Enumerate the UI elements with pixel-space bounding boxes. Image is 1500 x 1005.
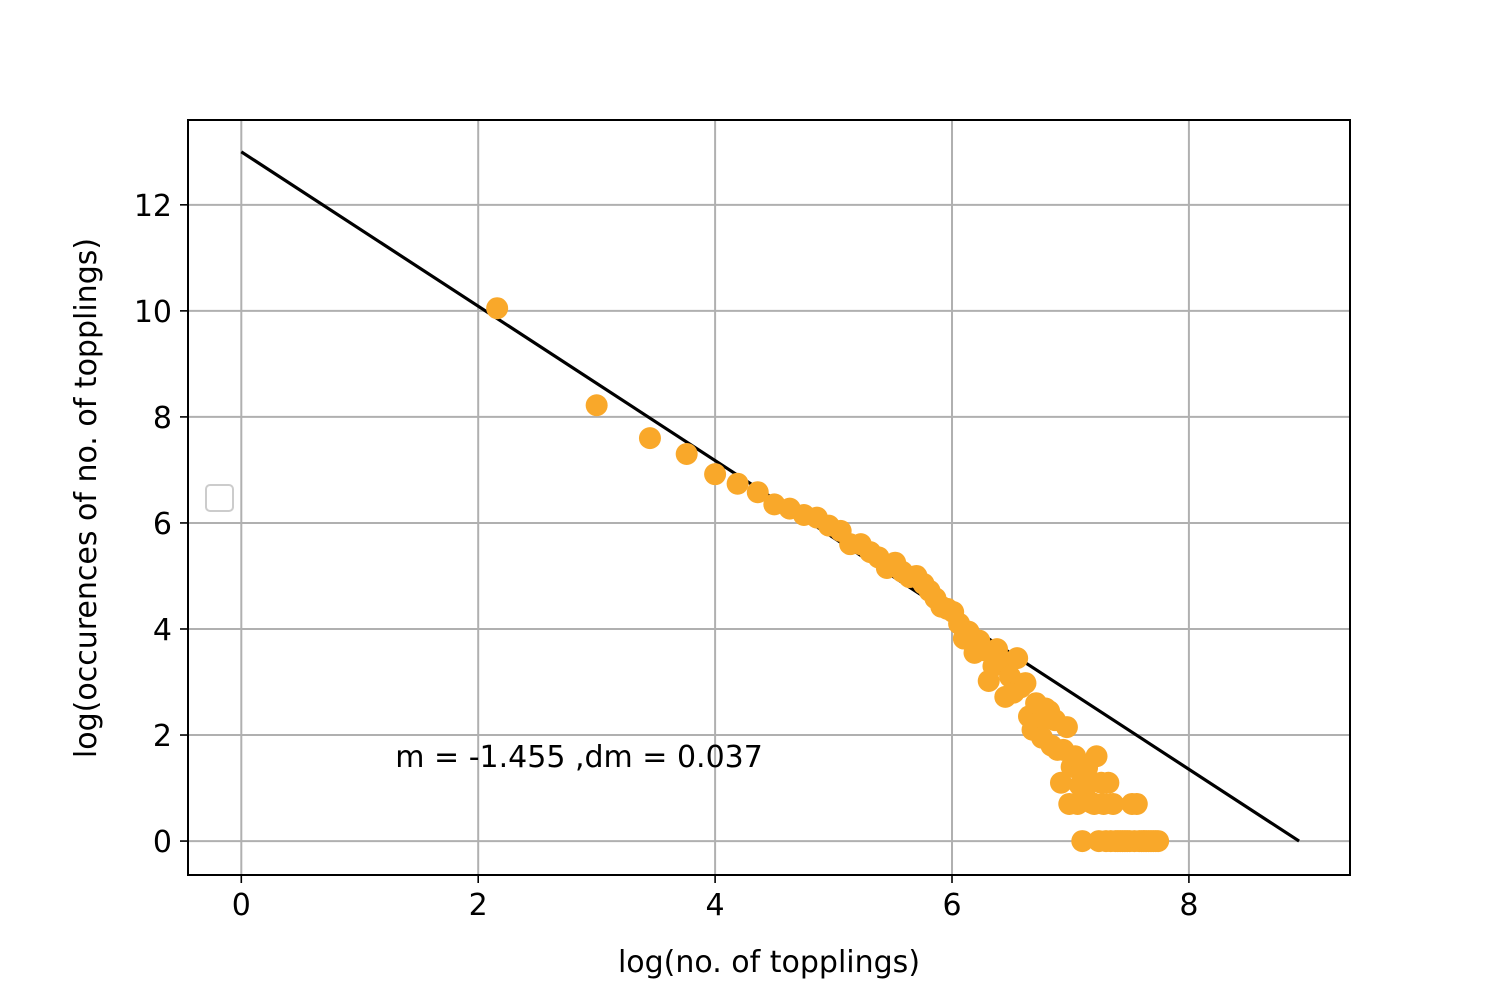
y-tick-label: 4 [153,613,172,648]
y-tick-label: 8 [153,401,172,436]
y-tick-label: 10 [134,295,172,330]
y-tick-label: 6 [153,507,172,542]
data-point [1049,771,1072,794]
legend-box [205,484,234,512]
data-point [1071,830,1094,853]
x-tick-label: 0 [232,888,251,923]
data-point [1085,745,1108,768]
x-tick-label: 8 [1179,888,1198,923]
data-point [1125,792,1148,815]
data-point [1006,647,1029,670]
plot-frame [187,119,1351,876]
x-tick-label: 6 [942,888,961,923]
data-point [1097,771,1120,794]
data-point [746,481,769,504]
data-points [486,297,1170,853]
data-point [638,427,661,450]
data-point [726,472,749,495]
data-point [1014,672,1037,695]
axis-ticks: 0 2 4 6 8 0 2 4 6 8 10 12 [134,189,1199,923]
data-point [675,443,698,466]
y-tick-label: 0 [153,825,172,860]
y-axis-label: log(occurences of no. of topplings) [69,238,104,758]
data-point [1102,792,1125,815]
data-point [1147,830,1170,853]
x-tick-label: 4 [706,888,725,923]
fit-annotation: m = -1.455 ,dm = 0.037 [395,740,763,775]
data-point [704,463,727,486]
data-point [486,297,509,320]
y-tick-label: 12 [134,189,172,224]
y-tick-label: 2 [153,719,172,754]
data-point [1055,716,1078,739]
grid-lines [188,120,1350,875]
x-tick-label: 2 [469,888,488,923]
data-point [585,394,608,417]
x-axis-label: log(no. of topplings) [618,945,920,980]
